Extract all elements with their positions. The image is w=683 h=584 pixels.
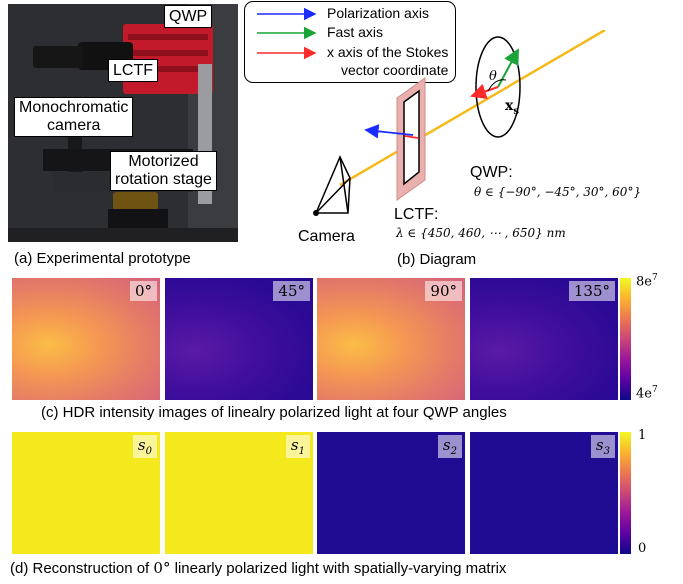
hdr-image-90: 90° [317, 278, 465, 400]
camera-pinhole [313, 210, 319, 216]
camera-diagram-label: Camera [298, 228, 355, 245]
colorbar-c-min: 4e7 [636, 385, 658, 402]
stage-photo-label: Motorized rotation stage [110, 151, 217, 191]
qwp-diagram-label: QWP: [470, 164, 513, 181]
legend-stokes-x: x axis of the Stokes [327, 44, 449, 60]
theta-label: θ [489, 69, 497, 84]
caption-d: (d) Reconstruction of 0° linearly polari… [10, 559, 506, 577]
legend-polarization: Polarization axis [327, 5, 429, 21]
diagram-legend: Polarization axis Fast axis x axis of th… [244, 1, 456, 83]
lctf-diagram-label: LCTF: [394, 206, 439, 223]
angle-label-90: 90° [425, 281, 462, 301]
stokes-label-s2: s2 [437, 435, 462, 458]
light-beam [339, 30, 606, 187]
caption-c: (c) HDR intensity images of linealry pol… [41, 404, 507, 421]
qwp-photo-label: QWP [164, 5, 213, 28]
stokes-s3: s3 [470, 432, 618, 554]
angle-label-45: 45° [273, 281, 310, 301]
stokes-s2: s2 [317, 432, 465, 554]
angle-label-0: 0° [129, 281, 157, 301]
caption-b: (b) Diagram [397, 251, 477, 268]
lctf-photo-label: LCTF [108, 59, 158, 82]
lctf-wavelength-set: λ ∈ {450, 460, ⋯ , 650} nm [396, 226, 566, 240]
colorbar-c-max: 8e7 [636, 273, 658, 290]
stokes-x-arrow [470, 83, 499, 99]
caption-d-pre: (d) Reconstruction of [10, 560, 154, 577]
stokes-s1: s1 [165, 432, 313, 554]
hdr-image-135: 135° [470, 278, 618, 400]
hdr-image-45: 45° [165, 278, 313, 400]
stage-label-line2: rotation stage [115, 171, 212, 188]
camera-body [314, 155, 351, 214]
hdr-image-0: 0° [12, 278, 160, 400]
caption-a: (a) Experimental prototype [14, 250, 191, 267]
xs-label: xs [505, 98, 519, 117]
colorbar-c [620, 278, 631, 400]
camera-label-line1: Monochromatic [19, 99, 129, 116]
legend-fast-axis: Fast axis [327, 24, 384, 40]
qwp-angle-set: θ ∈ {−90°, −45°, 30°, 60°} [474, 185, 642, 199]
polarization-arrow [364, 124, 414, 139]
camera-label-line2: camera [47, 117, 101, 134]
camera-photo-label: Monochromatic camera [14, 97, 134, 137]
diagram-svg [313, 30, 606, 216]
stokes-label-s0: s0 [132, 435, 157, 458]
theta-arc [487, 79, 507, 92]
colorbar-d [620, 432, 631, 554]
legend-stokes-x-cont: vector coordinate [341, 62, 449, 78]
stokes-s0: s0 [12, 432, 160, 554]
fast-axis-arrow [497, 48, 519, 88]
legend-arrows [257, 7, 317, 60]
stokes-label-s1: s1 [285, 435, 310, 458]
caption-d-post: linearly polarized light with spatially-… [170, 560, 507, 577]
colorbar-d-min: 0 [638, 541, 647, 556]
colorbar-d-max: 1 [638, 428, 647, 443]
stokes-label-s3: s3 [590, 435, 615, 458]
caption-d-math: 0° [153, 559, 171, 577]
angle-label-135: 135° [568, 281, 615, 301]
stage-label-line1: Motorized [128, 153, 199, 170]
lctf-x-axis-arrow [404, 135, 419, 139]
